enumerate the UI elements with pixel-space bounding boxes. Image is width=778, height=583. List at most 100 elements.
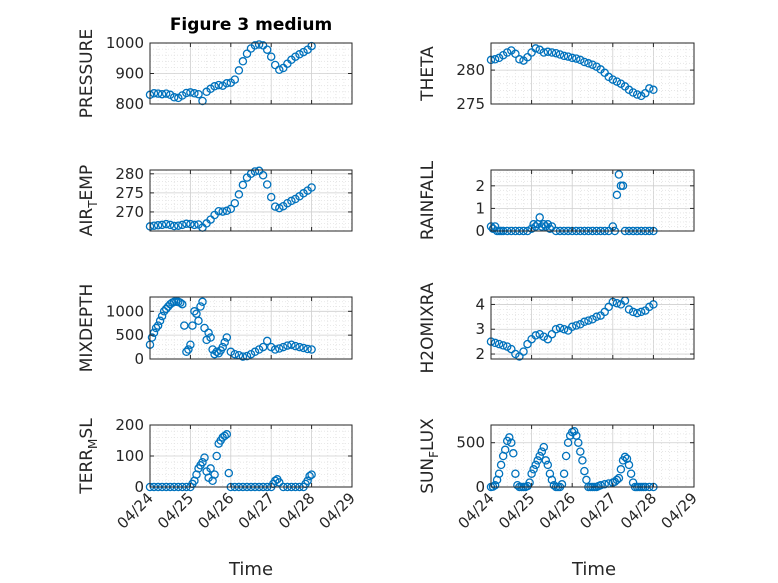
data-point — [218, 342, 227, 352]
y-tick-label: 280 — [456, 61, 485, 79]
data-point — [614, 170, 624, 179]
y-tick-label: 1 — [475, 199, 485, 217]
axes-box — [490, 296, 695, 360]
data-point — [596, 480, 605, 490]
data-point — [174, 221, 183, 230]
x-tick-label: 04/28 — [275, 489, 318, 532]
data-point — [561, 451, 571, 461]
data-point — [600, 480, 609, 489]
data-point — [531, 460, 540, 470]
data-point — [234, 66, 244, 75]
y-tick-label: 500 — [456, 434, 485, 452]
data-point — [559, 51, 569, 61]
x-tick-label: 04/29 — [316, 489, 359, 532]
data-point — [580, 57, 589, 67]
data-point — [250, 347, 260, 357]
y-tick-label: 800 — [115, 95, 144, 113]
data-point — [537, 447, 547, 456]
data-point — [196, 302, 205, 311]
data-point — [190, 220, 199, 230]
data-point — [204, 328, 213, 338]
data-point — [212, 347, 221, 357]
data-point — [238, 180, 248, 190]
data-point — [604, 302, 613, 312]
data-point — [169, 93, 179, 102]
subplot-pressure: 800 900 1000 PRESSURE — [77, 29, 353, 118]
data-point — [214, 206, 223, 216]
y-axis-label: PRESSURE — [77, 29, 97, 118]
plot-area — [491, 43, 694, 104]
y-tick-label: 3 — [475, 320, 485, 338]
data-point — [157, 220, 167, 230]
data-point — [580, 317, 589, 327]
data-point — [226, 204, 236, 214]
data-point — [194, 316, 203, 326]
data-point — [588, 60, 597, 69]
data-point — [533, 456, 542, 465]
data-point — [535, 213, 544, 222]
y-tick-label: 0 — [134, 478, 144, 496]
data-point — [262, 45, 272, 54]
x-axis-label-left: Time — [228, 559, 273, 580]
data-point — [188, 321, 197, 330]
data-point — [576, 447, 585, 456]
y-tick-label: 275 — [115, 184, 144, 202]
axes-box — [149, 169, 353, 232]
data-point — [291, 341, 300, 351]
data-point — [547, 48, 557, 57]
y-tick-label: 0 — [475, 478, 485, 496]
data-point — [303, 476, 312, 486]
y-tick-label: 270 — [115, 203, 144, 221]
data-point — [295, 342, 304, 352]
plot-area — [491, 297, 694, 359]
data-point — [165, 220, 175, 230]
x-tick-label: 04/25 — [495, 489, 538, 532]
data-point — [555, 323, 565, 333]
axes-box — [490, 42, 695, 105]
axes-box — [149, 296, 353, 360]
x-tick-label: 04/26 — [194, 489, 237, 532]
data-point — [620, 452, 630, 462]
data-point — [270, 60, 280, 70]
data-point — [222, 333, 232, 342]
data-point — [572, 321, 581, 330]
data-point — [494, 469, 504, 478]
data-point — [547, 329, 557, 339]
data-point — [567, 53, 577, 63]
axes-box — [490, 169, 695, 232]
x-tick-label: 04/29 — [658, 489, 701, 532]
data-point — [151, 323, 161, 333]
data-point — [618, 181, 628, 191]
data-point — [523, 339, 532, 349]
data-point — [531, 44, 540, 53]
data-point — [230, 198, 240, 208]
data-point — [612, 475, 622, 485]
data-point — [186, 340, 195, 349]
data-point — [190, 307, 199, 316]
y-axis-label: SUNFLUX — [418, 418, 441, 494]
data-point — [178, 299, 187, 309]
data-point — [220, 431, 229, 441]
data-point — [494, 339, 504, 349]
data-point — [266, 192, 276, 202]
data-point — [266, 52, 276, 61]
data-point — [574, 438, 583, 447]
data-point — [557, 480, 567, 489]
data-point — [275, 65, 284, 75]
data-point — [563, 52, 573, 61]
data-point — [543, 47, 553, 57]
data-point — [584, 316, 593, 325]
data-point — [505, 433, 514, 442]
data-point — [584, 59, 593, 68]
data-point — [222, 79, 232, 88]
data-point — [525, 478, 534, 487]
y-axis-label: TERRMSL — [77, 418, 100, 495]
data-point — [155, 316, 165, 326]
series-pressure — [145, 40, 316, 106]
data-point — [262, 336, 272, 346]
y-tick-label: 200 — [115, 416, 144, 434]
data-point — [224, 468, 234, 478]
data-point — [180, 321, 189, 330]
data-point — [220, 338, 229, 347]
